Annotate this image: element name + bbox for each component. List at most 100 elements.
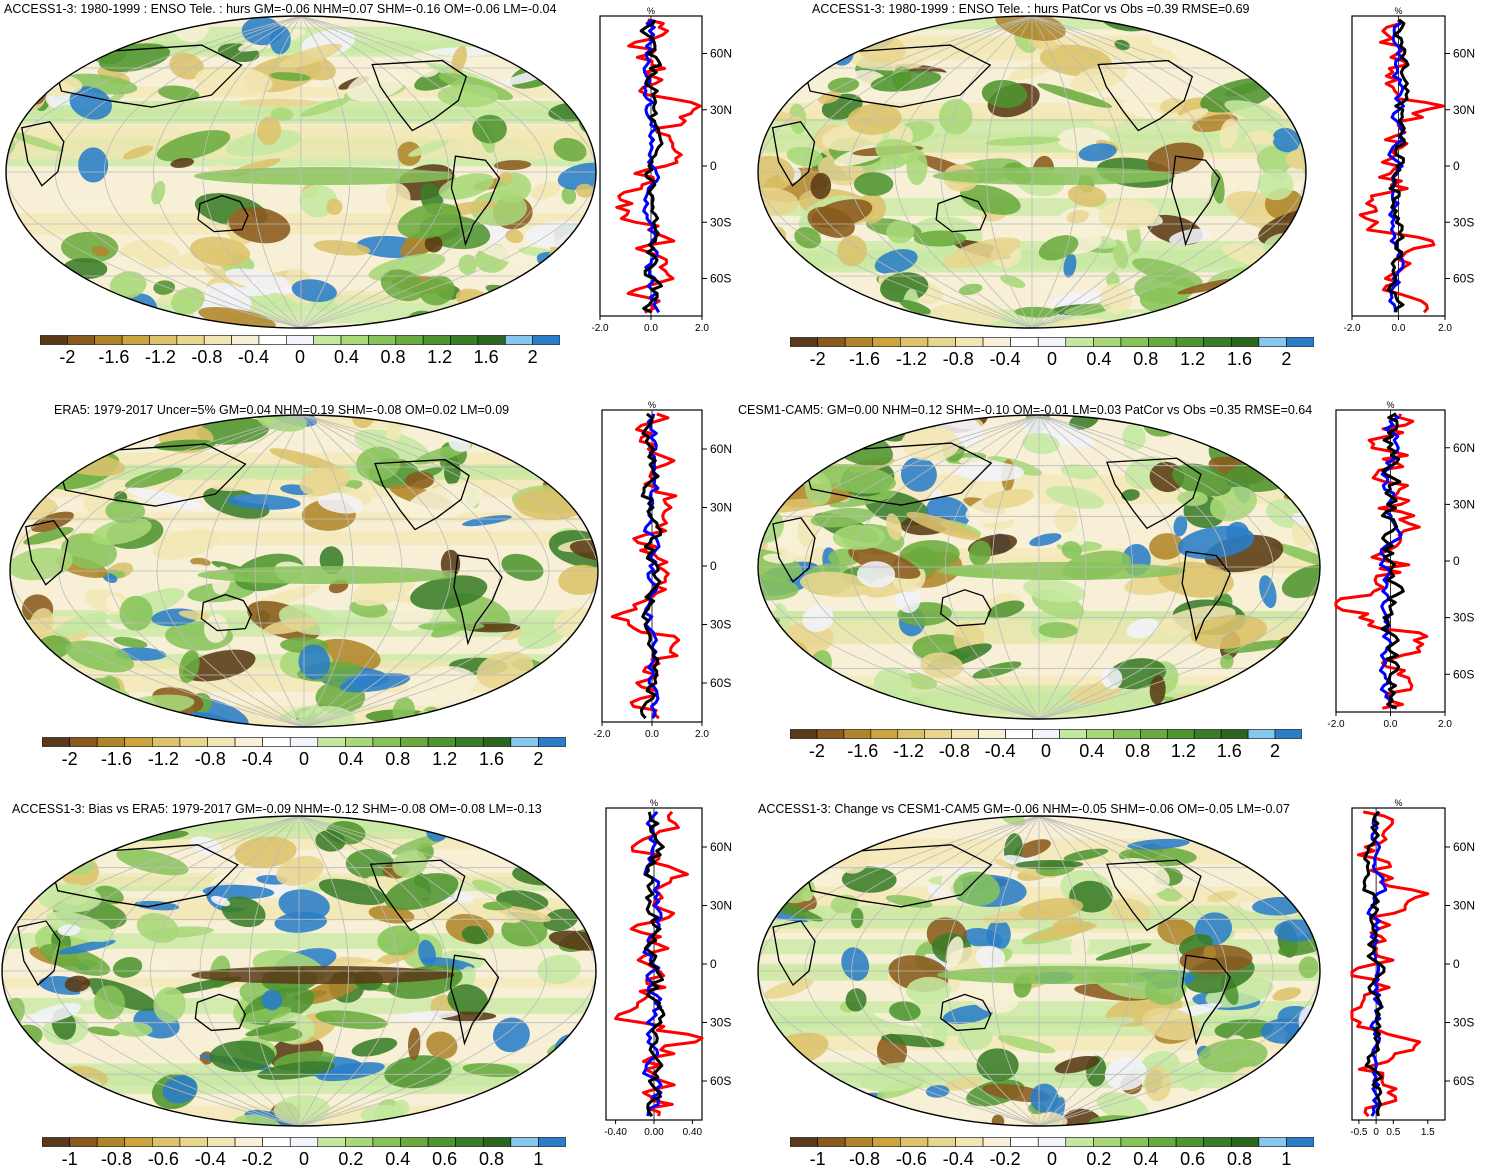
colorbar-swatch: [121, 335, 150, 345]
colorbar-swatch: [982, 1137, 1011, 1147]
profile-lat-label: 60N: [710, 840, 732, 854]
colorbar-label: 0: [1046, 349, 1058, 369]
profile-line-black: [643, 811, 666, 1117]
profile-line-blue: [642, 413, 661, 719]
profile-lat-label: 60N: [1453, 441, 1475, 455]
colorbar-swatch: [482, 737, 512, 747]
profile-lat-label: 60S: [1453, 1074, 1474, 1088]
colorbar-label: -0.8: [191, 347, 223, 367]
map-border: [9, 414, 599, 728]
graticule-meridian: [1038, 816, 1133, 1126]
profile-x-label: 2.0: [1438, 719, 1452, 730]
colorbar-swatch: [422, 335, 451, 345]
colorbar-label: 2: [1281, 349, 1292, 369]
colorbar-swatch: [1247, 729, 1276, 739]
colorbar-swatch: [790, 337, 818, 347]
profile-unit: %: [1394, 6, 1402, 16]
colorbar-label: -0.2: [989, 1149, 1021, 1169]
graticule-meridian: [300, 16, 400, 328]
graticule-meridian: [303, 415, 403, 727]
colorbar-swatch: [400, 737, 429, 747]
colorbar-label: -1.2: [895, 349, 927, 369]
colorbar-swatch: [872, 1137, 901, 1147]
zonal-mean-profile: % 60N 30N 0 30S 60S -0.40 0.00 0.40: [604, 798, 732, 1138]
panel-bottom-left: ACCESS1-3: Bias vs ERA5: 1979-2017 GM=-0…: [0, 796, 745, 1171]
colorbar-label: 1.2: [1170, 741, 1196, 761]
colorbar-swatch: [1274, 729, 1302, 739]
colorbar-swatch: [1010, 1137, 1039, 1147]
colorbar: -1 -0.8 -0.6 -0.4 -0.2 0 0.2 0.4 0.6 0.8 1: [42, 1137, 566, 1169]
graticule-meridian: [1038, 816, 1227, 1126]
colorbar-swatch: [844, 1137, 874, 1147]
colorbar-labels: -2 -1.6 -1.2 -0.8 -0.4 0 0.4 0.8 1.2 1.6 2: [40, 347, 560, 367]
colorbar-labels: -1 -0.8 -0.6 -0.4 -0.2 0 0.2 0.4 0.6 0.8 1: [790, 1149, 1314, 1169]
graticule-meridian: [303, 415, 452, 727]
profile-lat-label: 0: [710, 957, 717, 971]
colorbar-label: -0.6: [147, 1149, 179, 1169]
graticule-meridian: [300, 16, 449, 328]
profile-x-label: 0.0: [1384, 719, 1398, 730]
graticule-meridian: [303, 415, 550, 727]
map-border: [5, 15, 597, 329]
coastline: [799, 44, 992, 108]
colorbar-swatch: [455, 1137, 484, 1147]
profile-lat-label: 30N: [1453, 103, 1475, 117]
coastline: [772, 517, 816, 583]
coastline: [25, 520, 69, 586]
colorbar-swatch: [67, 335, 96, 345]
colorbar-swatch: [1093, 1137, 1122, 1147]
graticule-meridian: [303, 415, 501, 727]
coastline: [940, 589, 992, 627]
colorbar-label: 1.2: [432, 749, 458, 769]
profile-lat-label: 30N: [1453, 899, 1475, 913]
colorbar-swatch: [124, 1137, 153, 1147]
graticule-meridian: [848, 16, 1033, 328]
world-map: [9, 414, 599, 728]
graticule-meridian: [1038, 816, 1087, 1126]
colorbar-label: 0.4: [334, 347, 360, 367]
colorbar-swatch: [289, 1137, 319, 1147]
colorbar-swatch: [42, 1137, 70, 1147]
colorbar-swatches: [790, 729, 1302, 739]
colorbar-labels: -2 -1.6 -1.2 -0.8 -0.4 0 0.4 0.8 1.2 1.6 2: [42, 749, 566, 769]
profile-lat-label: 60S: [1453, 667, 1474, 681]
graticule-meridian: [298, 816, 498, 1126]
graticule-meridian: [300, 16, 351, 328]
colorbar-swatch: [1093, 337, 1122, 347]
graticule-meridian: [1038, 415, 1274, 719]
colorbar-label: 0.4: [1079, 741, 1105, 761]
graticule-meridian: [898, 415, 1040, 719]
graticule-meridian: [758, 415, 1040, 719]
graticule-meridian: [300, 16, 547, 328]
colorbar-swatch: [1120, 337, 1149, 347]
colorbar-swatch: [179, 1137, 208, 1147]
graticule-meridian: [58, 415, 305, 727]
coastline: [800, 442, 993, 506]
graticule-meridian: [758, 816, 1040, 1126]
colorbar-swatch: [900, 1137, 929, 1147]
colorbar-swatch: [872, 337, 901, 347]
colorbar-swatch: [1258, 337, 1287, 347]
colorbar-label: -1.6: [98, 347, 130, 367]
colorbar-swatch: [955, 1137, 984, 1147]
world-map: [757, 414, 1321, 720]
profile-lat-label: 0: [1453, 554, 1460, 568]
profile-lat-label: 0: [1453, 159, 1460, 173]
colorbar-label: 0.4: [1086, 349, 1112, 369]
graticule-meridian: [851, 816, 1040, 1126]
graticule-meridian: [945, 816, 1040, 1126]
profile-unit: %: [1394, 798, 1402, 808]
colorbar: -2 -1.6 -1.2 -0.8 -0.4 0 0.4 0.8 1.2 1.6 2: [40, 335, 560, 367]
colorbar-swatch: [262, 737, 291, 747]
colorbar-swatch: [152, 1137, 181, 1147]
colorbar-swatch: [368, 335, 397, 345]
profile-lat-label: 30N: [710, 501, 732, 515]
colorbar-swatch: [258, 335, 287, 345]
coastline: [800, 844, 993, 908]
profile-lat-label: 60S: [710, 676, 731, 690]
colorbar-swatch: [1286, 337, 1314, 347]
profile-line-blue: [642, 18, 661, 314]
graticule-meridian: [1038, 415, 1180, 719]
colorbar: -1 -0.8 -0.6 -0.4 -0.2 0 0.2 0.4 0.6 0.8 1: [790, 1137, 1314, 1169]
profile-lat-label: 60S: [710, 1074, 731, 1088]
